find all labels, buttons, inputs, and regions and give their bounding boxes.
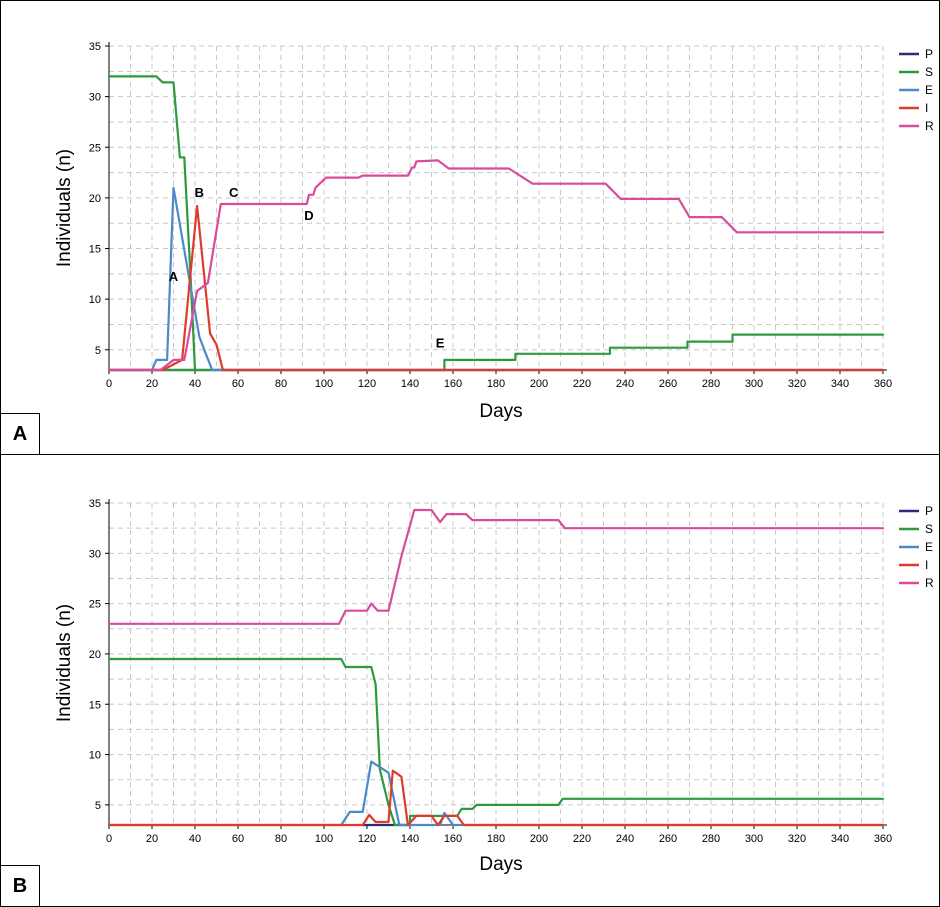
x-tick-label: 20 [146, 378, 158, 390]
annotation-label: A [169, 269, 179, 284]
x-tick-label: 240 [616, 833, 634, 845]
y-tick-label: 15 [89, 244, 101, 256]
annotation-label: D [304, 208, 313, 223]
series-line-i [107, 769, 885, 827]
y-tick-label: 30 [89, 92, 101, 104]
y-tick-label: 15 [89, 699, 101, 711]
y-tick-label: 10 [89, 750, 101, 762]
legend-label: S [925, 65, 933, 79]
legend-label: R [925, 119, 934, 133]
x-axis-title: Days [479, 854, 522, 875]
x-tick-label: 280 [702, 378, 720, 390]
x-tick-label: 100 [315, 378, 333, 390]
panel-label-b: B [12, 874, 28, 897]
x-tick-label: 40 [189, 833, 201, 845]
legend-label: E [925, 540, 933, 554]
series-line-e [107, 186, 885, 372]
x-tick-label: 260 [659, 378, 677, 390]
x-tick-label: 20 [146, 833, 158, 845]
x-tick-label: 220 [573, 833, 591, 845]
series-line-r [107, 159, 885, 372]
legend-label: I [925, 558, 928, 572]
y-tick-label: 5 [95, 345, 101, 357]
x-tick-label: 80 [275, 378, 287, 390]
panel-label-a: A [12, 422, 28, 445]
x-tick-label: 260 [659, 833, 677, 845]
x-tick-label: 220 [573, 378, 591, 390]
x-tick-label: 100 [315, 833, 333, 845]
y-tick-label: 5 [95, 800, 101, 812]
annotation-label: B [195, 185, 204, 200]
x-tick-label: 120 [358, 378, 376, 390]
legend-label: I [925, 101, 928, 115]
chart-b-svg: 0 20 40 60 80 100 120 140 160 180 200 220 240 260 280 3… [54, 498, 934, 875]
y-tick-label: 25 [89, 599, 101, 611]
y-tick-label: 10 [89, 294, 101, 306]
x-tick-label: 360 [874, 833, 892, 845]
series-line-s [107, 75, 197, 372]
x-tick-label: 180 [487, 833, 505, 845]
legend-label: P [925, 504, 933, 518]
chart-panel-a: 0 20 40 60 80 100 120 140 160 180 200 220 240 260 280 3… [1, 1, 939, 455]
y-axis-title: Individuals (n) [54, 149, 75, 267]
x-axis-title: Days [479, 401, 522, 422]
y-tick-label: 25 [89, 142, 101, 154]
series-line-i [107, 204, 885, 372]
x-tick-label: 60 [232, 378, 244, 390]
y-tick-label: 35 [89, 498, 101, 510]
x-tick-label: 60 [232, 833, 244, 845]
x-tick-label: 280 [702, 833, 720, 845]
x-tick-label: 140 [401, 833, 419, 845]
x-tick-label: 320 [788, 378, 806, 390]
legend-label: P [925, 47, 933, 61]
x-tick-label: 340 [831, 833, 849, 845]
x-tick-label: 160 [444, 833, 462, 845]
legend-label: E [925, 83, 933, 97]
panel-label-box-a: A [1, 413, 40, 454]
y-tick-label: 35 [89, 41, 101, 53]
x-tick-label: 320 [788, 833, 806, 845]
x-tick-label: 160 [444, 378, 462, 390]
x-tick-label: 0 [106, 378, 112, 390]
chart-a-svg: 0 20 40 60 80 100 120 140 160 180 200 220 240 260 280 3… [54, 41, 934, 422]
x-tick-label: 120 [358, 833, 376, 845]
x-tick-label: 300 [745, 378, 763, 390]
x-tick-label: 140 [401, 378, 419, 390]
annotation-label: E [436, 336, 445, 351]
annotation-label: C [229, 185, 239, 200]
y-tick-label: 30 [89, 548, 101, 560]
x-tick-label: 180 [487, 378, 505, 390]
x-tick-label: 300 [745, 833, 763, 845]
legend-label: R [925, 576, 934, 590]
y-tick-label: 20 [89, 193, 101, 205]
panel-label-box-b: B [1, 865, 40, 906]
series-line-r [107, 508, 885, 625]
y-tick-label: 20 [89, 649, 101, 661]
x-tick-label: 0 [106, 833, 112, 845]
x-tick-label: 240 [616, 378, 634, 390]
x-tick-label: 200 [530, 833, 548, 845]
legend-label: S [925, 522, 933, 536]
series-line-s [107, 333, 885, 372]
x-tick-label: 40 [189, 378, 201, 390]
x-tick-label: 360 [874, 378, 892, 390]
y-axis-title: Individuals (n) [54, 604, 75, 722]
x-tick-label: 200 [530, 378, 548, 390]
x-tick-label: 80 [275, 833, 287, 845]
chart-panel-b: 0 20 40 60 80 100 120 140 160 180 200 220 240 260 280 3… [1, 455, 939, 906]
x-tick-label: 340 [831, 378, 849, 390]
